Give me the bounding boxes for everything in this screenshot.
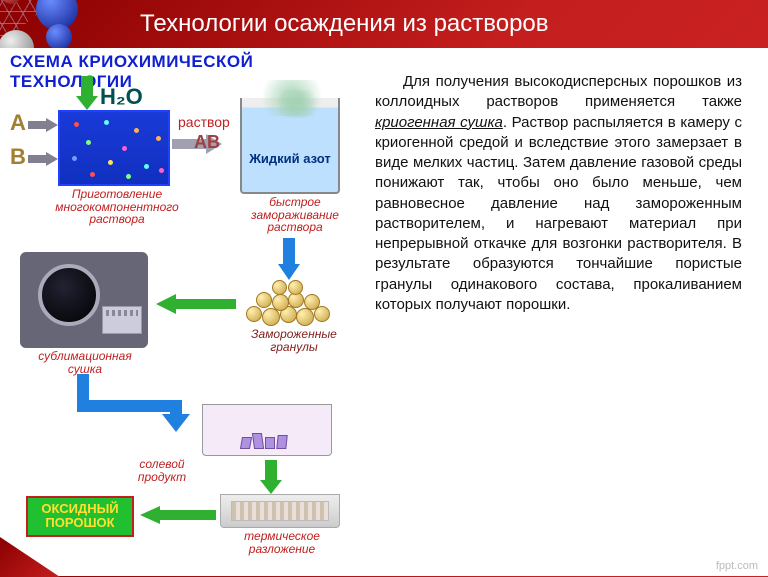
paragraph-main: Для получения высокодисперсных порошков …: [375, 72, 742, 315]
label-raster: раствор: [178, 114, 230, 130]
salt-product-tray: [202, 404, 332, 456]
caption-subl-dry: сублимационная сушка: [20, 350, 150, 375]
arrow-b-in: [28, 152, 58, 166]
caption-solution-prep: Приготовление многокомпонентного раствор…: [42, 188, 192, 226]
label-input-b: B: [10, 144, 26, 170]
oxide-powder-box: ОКСИДНЫЙ ПОРОШОК: [26, 496, 134, 537]
arrow-granules-to-dryer: [156, 294, 236, 314]
label-h2o: H₂O: [100, 84, 143, 110]
label-ab: АВ: [194, 132, 220, 153]
caption-thermal-decomp: термическое разложение: [222, 530, 342, 555]
arrow-dryer-down: [72, 374, 202, 434]
label-input-a: A: [10, 110, 26, 136]
arrow-h2o-in: [76, 76, 98, 110]
arrow-beaker-down: [278, 238, 300, 280]
beaker-liquid-n2: Жидкий азот: [240, 98, 340, 194]
frozen-granules: [244, 282, 340, 326]
diagram-cryochemical: СХЕМА КРИОХИМИЧЕСКОЙ ТЕХНОЛОГИИ A B H₂O: [6, 52, 361, 560]
para-post: . Раствор распыляется в камеру с криоген…: [375, 114, 742, 313]
para-key: криогенная сушка: [375, 114, 503, 131]
label-liquid-n2: Жидкий азот: [242, 152, 338, 165]
arrow-a-in: [28, 118, 58, 132]
caption-frozen-granules: Замороженные гранулы: [234, 328, 354, 353]
text-column: Для получения высокодисперсных порошков …: [361, 48, 768, 576]
thermal-decomposition: [220, 494, 340, 528]
arrow-thermal-to-oxide: [140, 506, 216, 524]
watermark: fppt.com: [716, 560, 758, 572]
caption-salt-product: солевой продукт: [122, 458, 202, 483]
para-pre: Для получения высокодисперсных порошков …: [375, 73, 742, 110]
arrow-salt-down: [260, 460, 282, 494]
box-solution: [58, 110, 170, 186]
slide-title: Технологии осаждения из растворов: [140, 10, 549, 38]
sublimation-dryer: [20, 252, 148, 348]
caption-fast-freeze: быстрое замораживание раствора: [240, 196, 350, 234]
slide-body: СХЕМА КРИОХИМИЧЕСКОЙ ТЕХНОЛОГИИ A B H₂O: [0, 48, 768, 576]
